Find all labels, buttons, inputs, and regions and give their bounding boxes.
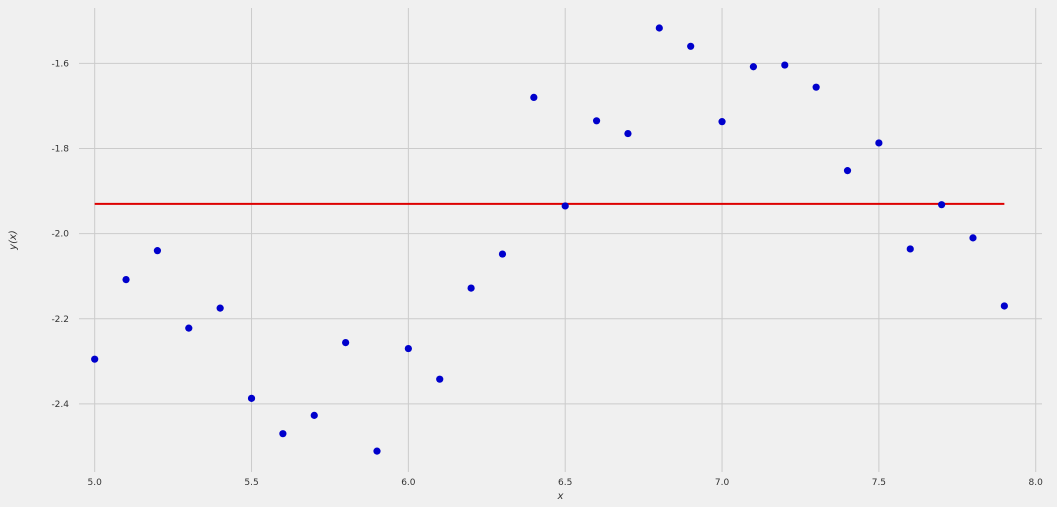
data-point bbox=[843, 167, 852, 175]
data-point bbox=[216, 304, 224, 312]
data-point bbox=[467, 284, 475, 292]
data-point bbox=[749, 63, 758, 71]
x-tick-label: 6.0 bbox=[401, 478, 416, 488]
data-point bbox=[185, 324, 193, 332]
x-tick-label: 5.0 bbox=[88, 478, 103, 488]
data-point bbox=[655, 24, 663, 32]
data-point bbox=[91, 355, 99, 363]
y-tick-label: -1.6 bbox=[51, 59, 69, 69]
data-point bbox=[592, 117, 601, 125]
data-point bbox=[718, 118, 726, 126]
y-tick-label: -2.4 bbox=[51, 400, 69, 410]
data-point bbox=[624, 129, 632, 138]
data-point bbox=[404, 344, 412, 353]
x-tick-label: 7.5 bbox=[872, 478, 886, 488]
x-axis-label: x bbox=[557, 491, 564, 502]
data-point bbox=[812, 83, 820, 91]
data-point bbox=[969, 234, 977, 242]
data-point bbox=[436, 375, 444, 383]
data-point bbox=[498, 250, 507, 258]
y-tick-label: -1.8 bbox=[51, 144, 69, 154]
y-tick-label: -2.0 bbox=[51, 230, 69, 240]
data-point bbox=[561, 202, 569, 210]
data-point bbox=[938, 201, 946, 209]
data-point bbox=[279, 430, 287, 438]
x-tick-label: 8.0 bbox=[1029, 478, 1044, 488]
data-point bbox=[122, 275, 130, 284]
tick-labels: 5.0 5.5 6.0 6.5 7.0 7.5 8.0 -1.6 -1.8 -2.0 -2.2 -2.… bbox=[51, 59, 1043, 488]
y-axis-label: y(x) bbox=[8, 230, 19, 251]
data-point bbox=[1000, 302, 1008, 310]
data-point bbox=[781, 61, 789, 69]
data-point bbox=[247, 394, 256, 402]
data-point bbox=[687, 42, 695, 50]
data-point bbox=[153, 247, 162, 255]
data-point bbox=[342, 338, 350, 347]
data-point bbox=[906, 245, 914, 253]
chart-marks bbox=[91, 24, 1008, 455]
data-point bbox=[875, 139, 883, 147]
y-tick-label: -2.2 bbox=[51, 315, 69, 325]
plot-area bbox=[79, 8, 1042, 472]
x-tick-label: 6.5 bbox=[558, 478, 572, 488]
x-tick-label: 7.0 bbox=[715, 478, 730, 488]
x-tick-label: 5.5 bbox=[244, 478, 258, 488]
data-point bbox=[373, 447, 381, 455]
data-point bbox=[310, 411, 318, 419]
data-point bbox=[530, 93, 538, 101]
grid bbox=[79, 8, 1042, 472]
